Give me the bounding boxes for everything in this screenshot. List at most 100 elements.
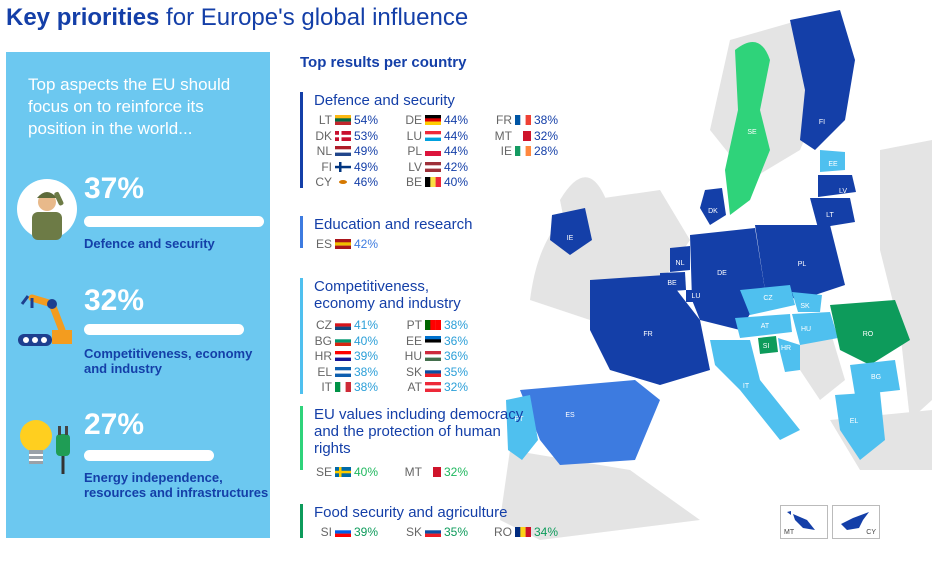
inset-cyprus-label: CY — [866, 529, 876, 536]
country-value: 38% — [444, 318, 469, 332]
category-food: Food security and agriculture SI 39% SK 35%… — [300, 504, 590, 544]
country-result-row: AT 32% — [404, 380, 468, 395]
category-competitiveness: Competitiveness, economy and industry CZ… — [300, 278, 590, 398]
country-code: EL — [317, 364, 332, 379]
country-DE — [690, 228, 765, 330]
map-label: SI — [763, 343, 770, 350]
inset-cyprus: CY — [832, 505, 880, 539]
country-result-row: LT 54% — [314, 113, 378, 128]
country-code: PL — [407, 144, 422, 158]
country-LV — [818, 175, 856, 197]
country-code: DK — [315, 128, 332, 143]
map-label: PL — [798, 261, 807, 268]
country-result-row: MT 32% — [404, 465, 468, 480]
country-result-row: BE 40% — [404, 175, 468, 190]
europe-map: FI SE EE LV LT DK IE NL BE LU DE PL CZ S… — [500, 10, 932, 540]
country-result-row: RO 34% — [494, 525, 558, 540]
country-code: HU — [404, 349, 422, 363]
category-defence: Defence and security LT 54% DK 53% NL 49% FI 49… — [300, 92, 590, 192]
country-result-row: SK 35% — [404, 365, 468, 380]
map-labels: FI SE EE LV LT DK IE NL BE LU DE PL CZ S… — [515, 119, 882, 425]
country-code: FR — [496, 113, 512, 127]
title-rest: for Europe's global influence — [159, 4, 469, 31]
country-result-row: SI 39% — [314, 525, 378, 540]
country-HR — [778, 338, 800, 372]
country-code: CZ — [316, 318, 332, 332]
country-SE — [725, 42, 770, 215]
country-AT — [735, 314, 792, 338]
country-value: 39% — [354, 525, 379, 539]
country-value: 40% — [354, 333, 379, 348]
country-IT — [710, 340, 800, 440]
stat-energy-pct: 27% — [84, 408, 145, 441]
category-bar — [300, 216, 303, 248]
country-code: RO — [494, 525, 512, 539]
map-label: SK — [800, 303, 810, 310]
map-label: RO — [863, 331, 874, 338]
country-code: SE — [315, 465, 332, 479]
category-title: Food security and agriculture — [314, 504, 508, 521]
country-result-row: CY 46% — [314, 175, 378, 190]
category-education: Education and research ES 42% — [300, 216, 590, 256]
map-label: SE — [747, 129, 757, 136]
country-code: CY — [315, 175, 332, 189]
country-result-row: LV 42% — [404, 160, 468, 175]
country-value: 38% — [534, 113, 559, 127]
country-result-row: PT 38% — [404, 318, 468, 333]
country-code: IT — [321, 380, 332, 394]
country-code: MT — [494, 128, 512, 143]
map-label: IT — [743, 383, 750, 390]
country-FI — [790, 10, 855, 150]
stat-competitiveness-bar — [84, 324, 244, 335]
category-bar — [300, 406, 303, 470]
stat-competitiveness-pct: 32% — [84, 284, 145, 317]
map-label: BE — [667, 280, 677, 287]
stat-energy-label: Energy independence, resources and infra… — [84, 470, 269, 500]
stat-energy-bar — [84, 450, 214, 461]
country-IE — [550, 208, 592, 255]
country-value: 53% — [354, 128, 379, 143]
category-bar — [300, 92, 303, 188]
country-code: AT — [407, 380, 422, 394]
country-value: 49% — [354, 159, 379, 174]
country-BG — [850, 360, 900, 395]
country-value: 39% — [354, 349, 379, 363]
map-label: BG — [871, 374, 881, 381]
country-value: 40% — [354, 465, 379, 479]
country-code: SI — [320, 525, 332, 539]
country-code: BE — [405, 175, 422, 189]
category-title: EU values including democracy and the pr… — [314, 406, 524, 457]
map-label: FI — [819, 119, 825, 126]
stat-competitiveness-label: Competitiveness, economy and industry — [84, 346, 253, 376]
country-value: 54% — [354, 113, 379, 127]
country-PL — [755, 225, 845, 300]
country-value: 38% — [354, 380, 379, 394]
map-label: NL — [676, 260, 685, 267]
country-EL — [835, 392, 885, 460]
country-result-row: EE 36% — [404, 334, 468, 349]
country-value: 38% — [354, 364, 379, 379]
map-label: HU — [801, 326, 811, 333]
country-value: 49% — [354, 144, 379, 158]
country-code: LU — [406, 128, 422, 143]
country-code: LV — [408, 159, 422, 174]
country-code: HR — [314, 349, 332, 363]
stat-defence-label: Defence and security — [84, 236, 215, 251]
map-label: AT — [761, 323, 770, 330]
country-EE — [820, 150, 845, 172]
country-code: BG — [314, 333, 332, 348]
map-label: LU — [692, 293, 701, 300]
country-result-row: DE 44% — [404, 113, 468, 128]
panel-intro: Top aspects the EU should focus on to re… — [28, 75, 231, 138]
stat-defence-pct: 37% — [84, 172, 145, 205]
robot-arm-icon — [18, 294, 72, 346]
country-result-row: IE 28% — [494, 144, 558, 159]
map-label: CZ — [763, 295, 773, 302]
stat-defence-bar — [84, 216, 264, 227]
map-label: HR — [781, 345, 791, 352]
country-DK — [700, 188, 726, 225]
map-label: PT — [515, 416, 525, 423]
category-title: Education and research — [314, 216, 473, 233]
map-label: LV — [839, 188, 847, 195]
country-result-row: IT 38% — [314, 380, 378, 395]
